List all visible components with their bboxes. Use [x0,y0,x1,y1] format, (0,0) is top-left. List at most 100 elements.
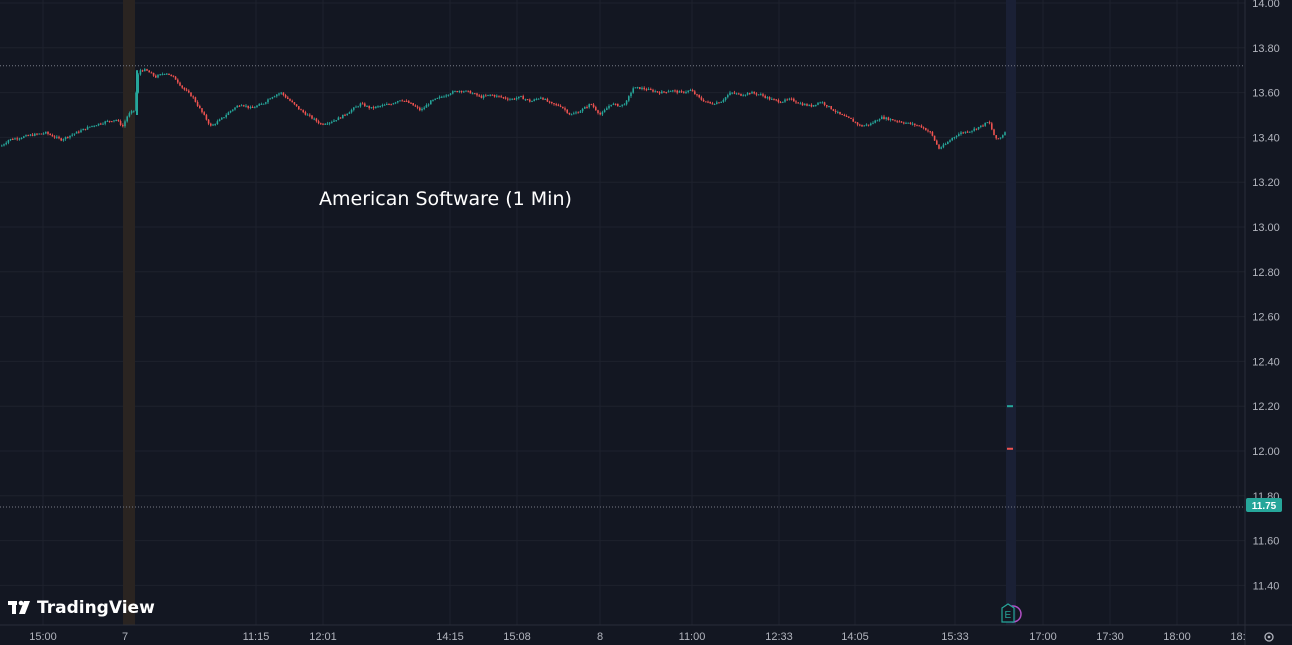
candle-body [324,123,326,125]
candle-body [922,127,925,129]
candle-body [25,135,27,137]
candle-body [218,119,221,122]
candle-body [342,114,344,119]
candle-body [812,105,815,107]
candle-body [581,108,584,112]
candle-body [713,104,716,106]
candle-body [174,76,177,80]
candle-body [251,106,254,108]
y-tick-label: 13.20 [1252,177,1280,189]
candle-body [782,101,784,103]
candle-body [80,130,82,133]
candle-body [863,125,865,127]
candle-body [830,106,832,110]
candle-body [42,133,45,135]
candle-body [62,139,65,141]
candle-body [381,105,384,107]
candle-body [819,102,821,104]
settings-gear-icon[interactable] [1264,632,1274,642]
candle-body [491,94,494,96]
candle-body [810,104,813,107]
candle-body [496,95,498,97]
price-series[interactable] [1,67,1013,450]
candle-body [315,118,318,122]
candle-body [111,121,113,123]
candle-body [108,120,111,122]
candle-body [344,114,346,116]
candle-body [458,90,461,93]
candle-body [815,104,817,106]
candle-body [97,123,100,126]
candle-body [870,123,872,125]
candle-body [383,104,386,106]
candle-body [280,92,282,94]
candle-body [661,91,663,94]
chart-title: American Software (1 Min) [319,188,572,210]
candle-body [141,70,144,72]
earnings-marker[interactable]: E [1001,603,1022,623]
candle-body [185,89,188,91]
candle-body [203,112,205,115]
candle-body [234,107,236,110]
candle-body [89,126,91,128]
candle-body [678,91,681,93]
candle-body [434,98,436,100]
tradingview-logo-icon [8,600,30,614]
candle-body [93,125,95,127]
candle-body [47,131,49,134]
y-tick-label: 11.40 [1253,580,1280,592]
candle-body [918,125,920,127]
candle-body [346,113,348,116]
time-axis[interactable]: 15:00 7 11:15 12:01 14:15 15:08 8 11:00 12:33 14:… [0,624,1292,643]
candle-body [322,123,324,125]
tradingview-logo[interactable]: TradingView [8,598,155,618]
price-axis[interactable]: 14.00 13.80 13.60 13.40 13.20 13.00 12.80 12.60… [1244,0,1280,645]
candle-body [56,136,58,138]
candle-body [867,124,870,126]
candle-body [449,93,452,95]
candle-body [58,136,60,139]
candle-body [300,109,302,111]
candle-body [71,134,73,136]
candle-body [427,104,430,106]
candle-body [991,123,993,130]
candle-body [45,131,47,134]
x-tick-label: 7 [122,631,128,643]
candle-body [205,114,208,120]
candle-body [216,121,219,125]
candle-body [920,125,923,128]
candle-body [953,136,956,138]
candle-body [709,101,711,104]
candle-body [643,87,645,90]
candle-body [9,138,12,141]
candle-body [731,92,733,94]
candle-body [973,128,975,131]
candle-body [940,147,942,149]
candle-body [573,113,575,115]
candle-body [958,134,960,137]
candle-body [672,90,674,92]
candle-body [269,98,271,100]
candle-body [271,97,274,99]
candle-body [465,90,467,92]
candle-body [971,130,973,132]
candle-body [861,125,863,127]
candle-body [390,104,392,106]
current-price-badge: 11.75 [1246,498,1282,512]
candle-body [929,131,931,133]
candle-body [227,112,230,115]
candle-body [575,112,577,114]
candle-body [744,94,747,96]
candle-body [460,90,463,92]
candle-body [944,144,947,146]
candle-body [1002,135,1004,138]
candle-body [36,133,38,135]
candle-body [889,119,892,121]
candle-body [82,128,84,131]
candle-body [610,104,612,106]
candle-body [564,108,566,110]
candle-body [755,93,758,95]
candle-body [333,120,335,122]
